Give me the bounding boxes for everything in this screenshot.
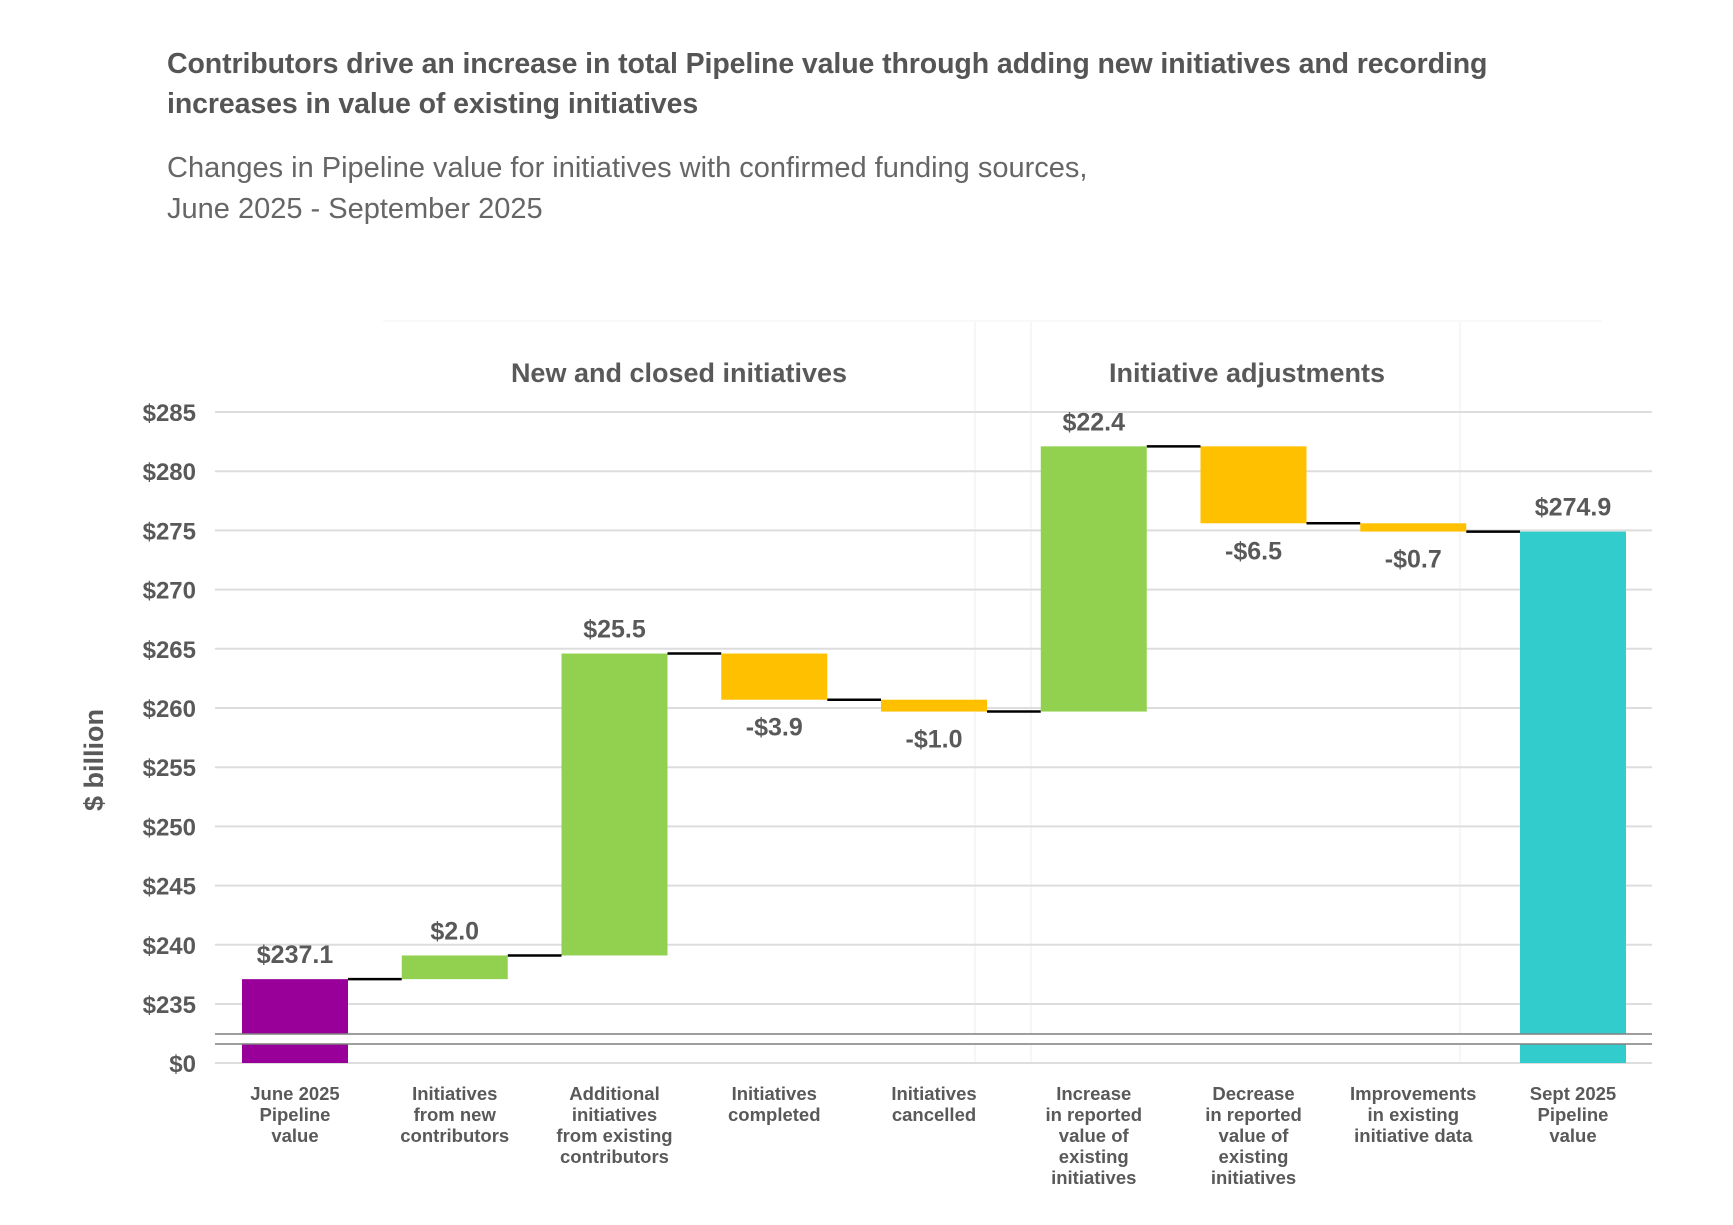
y-tick-label: $235 bbox=[143, 992, 196, 1019]
y-tick-label: $255 bbox=[143, 755, 196, 782]
data-label: -$6.5 bbox=[1225, 537, 1282, 565]
y-tick-label: $260 bbox=[143, 696, 196, 723]
x-axis-label-line: contributors bbox=[560, 1146, 669, 1167]
x-axis-label: Sept 2025 Pipeline value bbox=[1530, 1083, 1616, 1146]
y-tick-label: $285 bbox=[143, 400, 196, 427]
bar-start bbox=[242, 979, 348, 1063]
data-labels: $237.1 $2.0 $25.5 -$3.9 -$1.0 $22.4 -$6.5 -$0.7… bbox=[257, 408, 1611, 969]
x-axis-label-line: contributors bbox=[400, 1125, 509, 1146]
data-label: $237.1 bbox=[257, 941, 334, 969]
data-label: $2.0 bbox=[430, 917, 479, 945]
data-label: -$0.7 bbox=[1385, 546, 1442, 574]
x-axis-label: Additional initiatives from existing contri… bbox=[556, 1083, 672, 1167]
x-axis-label: Initiatives cancelled bbox=[891, 1083, 976, 1125]
x-axis-label: Increase in reported value of existing initi… bbox=[1045, 1083, 1142, 1188]
x-axis-label-line: existing bbox=[1059, 1146, 1129, 1167]
y-tick-label: $275 bbox=[143, 518, 196, 545]
chart-subtitle: Changes in Pipeline value for initiative… bbox=[167, 148, 1467, 230]
x-axis-label-line: cancelled bbox=[892, 1104, 976, 1125]
subtitle-line-1: Changes in Pipeline value for initiative… bbox=[167, 152, 1088, 184]
axis-break bbox=[215, 1033, 1652, 1045]
x-axis-label-line: from existing bbox=[556, 1125, 672, 1146]
bars bbox=[242, 446, 1626, 1063]
data-label: -$1.0 bbox=[906, 726, 963, 754]
x-axis-label-line: Decrease bbox=[1212, 1083, 1294, 1104]
gridlines bbox=[215, 411, 1652, 1064]
x-axis-label-line: Pipeline bbox=[1538, 1104, 1609, 1125]
x-axis-label: Improvements in existing initiative data bbox=[1350, 1083, 1476, 1146]
y-tick-label: $0 bbox=[169, 1051, 196, 1078]
x-axis-label: Decrease in reported value of existing initi… bbox=[1205, 1083, 1302, 1188]
bar-end bbox=[1520, 531, 1626, 1063]
data-label: $25.5 bbox=[583, 616, 646, 644]
bar-decrease bbox=[1200, 446, 1307, 524]
bar-increase bbox=[1040, 446, 1147, 712]
y-tick-label: $265 bbox=[143, 637, 196, 664]
x-axis-label-line: initiative data bbox=[1354, 1125, 1473, 1146]
x-axis-label-line: June 2025 bbox=[250, 1083, 339, 1104]
x-axis-label-line: Initiatives bbox=[732, 1083, 817, 1104]
x-axis-label-line: Increase bbox=[1056, 1083, 1131, 1104]
bar-increase bbox=[561, 653, 668, 956]
data-label: $22.4 bbox=[1062, 408, 1125, 436]
x-axis-label-line: value of bbox=[1059, 1125, 1130, 1146]
bar-decrease bbox=[1360, 523, 1467, 532]
data-label: $274.9 bbox=[1535, 494, 1611, 522]
chart-title: Contributors drive an increase in total … bbox=[167, 48, 1488, 120]
x-axis-label-line: completed bbox=[728, 1104, 821, 1125]
connectors bbox=[348, 445, 1520, 981]
x-axis-label-line: from new bbox=[414, 1104, 497, 1125]
subtitle-line-2: June 2025 - September 2025 bbox=[167, 193, 543, 225]
x-axis-label: Initiatives from new contributors bbox=[400, 1083, 509, 1146]
x-axis-label-line: Additional bbox=[569, 1083, 659, 1104]
group-label: New and closed initiatives bbox=[511, 358, 847, 388]
x-axis-label-line: initiatives bbox=[1211, 1167, 1296, 1188]
group-bands bbox=[383, 320, 1602, 1063]
x-axis-label-line: value bbox=[1549, 1125, 1596, 1146]
y-tick-label: $240 bbox=[143, 933, 196, 960]
x-axis-label-line: Pipeline bbox=[260, 1104, 331, 1125]
data-label: -$3.9 bbox=[746, 714, 803, 742]
y-tick-label: $270 bbox=[143, 578, 196, 605]
x-axis-label-line: in reported bbox=[1205, 1104, 1302, 1125]
x-axis-label-line: existing bbox=[1219, 1146, 1289, 1167]
y-axis-ticks: $0 $235 $240 $245 $250 $255 $260 $265 $270 $275 $2… bbox=[143, 400, 196, 1078]
x-axis-label-line: in existing bbox=[1368, 1104, 1460, 1125]
x-axis-label-line: Sept 2025 bbox=[1530, 1083, 1616, 1104]
x-axis-label-line: initiatives bbox=[572, 1104, 657, 1125]
x-axis-label: June 2025 Pipeline value bbox=[250, 1083, 339, 1146]
y-axis-title: $ billion bbox=[79, 709, 109, 811]
x-axis-label-line: Initiatives bbox=[891, 1083, 976, 1104]
axis-break-gap bbox=[215, 1034, 1652, 1044]
x-axis-label-line: Initiatives bbox=[412, 1083, 497, 1104]
y-tick-label: $280 bbox=[143, 459, 196, 486]
x-axis-label-line: value bbox=[271, 1125, 318, 1146]
x-axis-label-line: initiatives bbox=[1051, 1167, 1136, 1188]
x-axis-label-line: value of bbox=[1219, 1125, 1290, 1146]
x-axis-label: Initiatives completed bbox=[728, 1083, 821, 1125]
group-labels: New and closed initiatives Initiative adj… bbox=[511, 358, 1385, 388]
group-label: Initiative adjustments bbox=[1109, 358, 1385, 388]
y-tick-label: $250 bbox=[143, 814, 196, 841]
x-axis-label-line: Improvements bbox=[1350, 1083, 1476, 1104]
bar-decrease bbox=[881, 699, 987, 712]
x-axis-label-line: in reported bbox=[1045, 1104, 1142, 1125]
y-tick-label: $245 bbox=[143, 874, 196, 901]
bar-increase bbox=[401, 955, 508, 980]
bar-decrease bbox=[721, 653, 828, 700]
